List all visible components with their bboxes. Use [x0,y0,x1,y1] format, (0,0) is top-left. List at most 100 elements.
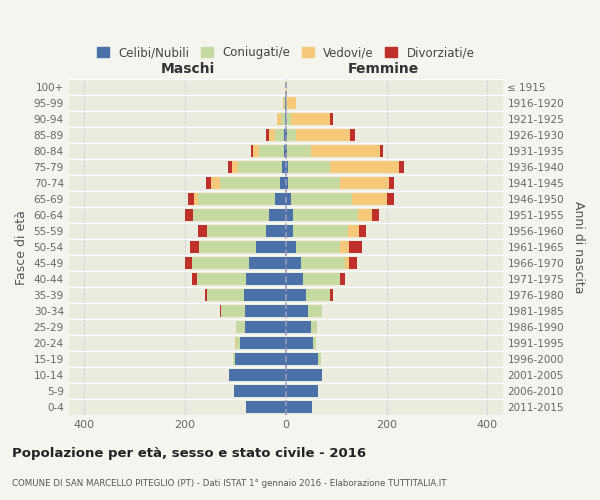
Bar [293,225,347,237]
Bar [286,257,301,270]
Bar [240,337,286,349]
Bar [296,129,350,141]
Bar [277,113,281,126]
Bar [350,129,355,141]
Bar [232,161,238,173]
Bar [198,225,207,237]
Legend: Celibi/Nubili, Coniugati/e, Vedovi/e, Divorziati/e: Celibi/Nubili, Coniugati/e, Vedovi/e, Di… [92,42,479,64]
Bar [286,113,290,126]
Bar [345,257,349,270]
Text: Femmine: Femmine [347,62,419,76]
Bar [359,225,367,237]
Bar [286,129,287,141]
Bar [269,129,275,141]
Bar [287,129,296,141]
Bar [286,241,296,254]
Bar [330,113,332,126]
Bar [386,193,394,205]
Bar [349,257,357,270]
Bar [347,225,359,237]
Bar [287,145,311,158]
Bar [266,129,269,141]
Bar [290,193,352,205]
Y-axis label: Anni di nascita: Anni di nascita [572,201,585,294]
Bar [286,337,313,349]
Bar [275,129,284,141]
Bar [233,353,235,366]
Bar [286,193,290,205]
Text: Maschi: Maschi [161,62,215,76]
Bar [192,273,197,285]
Bar [235,337,236,349]
Bar [208,289,244,302]
Bar [280,177,286,190]
Bar [286,385,319,398]
Bar [286,161,288,173]
Bar [282,161,286,173]
Bar [286,353,319,366]
Bar [236,321,245,334]
Bar [188,193,194,205]
Bar [198,193,275,205]
Bar [206,177,211,190]
Bar [245,305,286,318]
Bar [372,209,379,222]
Bar [286,305,308,318]
Bar [311,145,380,158]
Bar [306,289,330,302]
Bar [284,113,286,126]
Bar [290,113,330,126]
Y-axis label: Fasce di età: Fasce di età [15,210,28,284]
Bar [220,177,280,190]
Bar [246,401,286,413]
Bar [286,177,288,190]
Bar [205,289,208,302]
Bar [190,241,199,254]
Bar [199,241,256,254]
Bar [286,209,293,222]
Bar [288,161,329,173]
Bar [220,305,221,318]
Bar [227,161,232,173]
Bar [253,145,259,158]
Bar [308,305,322,318]
Bar [281,113,284,126]
Text: COMUNE DI SAN MARCELLO PITEGLIO (PT) - Dati ISTAT 1° gennaio 2016 - Elaborazione: COMUNE DI SAN MARCELLO PITEGLIO (PT) - D… [12,479,446,488]
Bar [234,385,286,398]
Bar [207,225,266,237]
Bar [236,337,240,349]
Bar [211,177,220,190]
Bar [358,209,372,222]
Bar [269,209,286,222]
Bar [352,193,386,205]
Bar [286,145,287,158]
Bar [286,225,293,237]
Bar [340,177,389,190]
Bar [389,177,394,190]
Bar [284,97,285,110]
Bar [329,161,399,173]
Bar [293,209,358,222]
Bar [286,273,303,285]
Bar [244,289,286,302]
Bar [221,305,245,318]
Bar [283,97,284,110]
Bar [311,321,317,334]
Bar [286,401,312,413]
Bar [259,145,284,158]
Bar [284,129,286,141]
Bar [349,241,362,254]
Bar [319,353,321,366]
Bar [287,97,296,110]
Bar [197,273,246,285]
Bar [185,209,193,222]
Bar [286,289,306,302]
Bar [288,177,340,190]
Bar [238,161,282,173]
Bar [399,161,404,173]
Bar [192,257,249,270]
Bar [380,145,383,158]
Bar [301,257,345,270]
Bar [251,145,253,158]
Bar [340,241,349,254]
